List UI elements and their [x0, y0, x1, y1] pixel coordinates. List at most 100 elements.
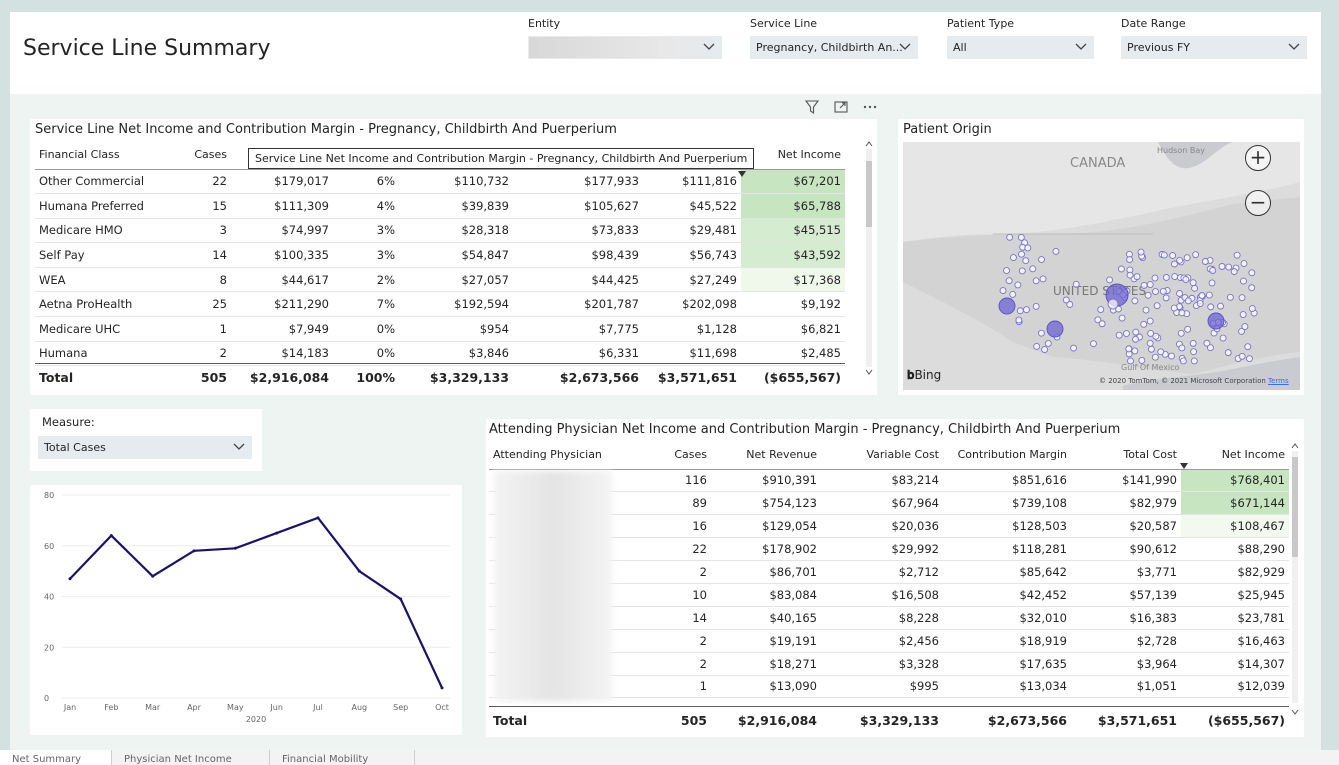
column-header[interactable]: Net Revenue [711, 441, 821, 470]
patient-bubble[interactable] [1024, 244, 1032, 252]
column-header[interactable]: Cases [185, 141, 231, 170]
patient-bubble[interactable] [1248, 269, 1256, 277]
patient-bubble[interactable] [1006, 233, 1014, 241]
table-row[interactable]: Self Pay 14 $100,335 3% $54,847 $98,439 $56,74… [35, 242, 845, 268]
patient-bubble[interactable] [1238, 294, 1246, 302]
patient-bubble[interactable] [1023, 306, 1030, 314]
table-row[interactable]: Medicare UHC 1 $7,949 0% $954 $7,775 $1,128 $6,… [35, 316, 845, 342]
patient-bubble[interactable] [1132, 335, 1139, 343]
table-scrollbar[interactable] [1292, 451, 1298, 703]
patient-bubble[interactable] [1179, 357, 1187, 365]
patient-bubble[interactable] [1133, 273, 1141, 281]
patient-bubble[interactable] [1178, 344, 1186, 352]
column-header[interactable]: Variable Cost [821, 441, 943, 470]
patient-bubble[interactable] [1152, 332, 1160, 340]
patient-bubble[interactable] [1226, 293, 1234, 301]
patient-bubble[interactable] [1046, 320, 1064, 338]
measure-dropdown[interactable]: Total Cases [38, 436, 252, 459]
table-row[interactable]: Humana Preferred 15 $111,309 4% $39,839 $105,… [35, 193, 845, 219]
terms-link[interactable]: Terms [1268, 377, 1289, 385]
patient-bubble[interactable] [1146, 281, 1154, 289]
patient-bubble[interactable] [1123, 330, 1130, 338]
data-point[interactable] [316, 516, 320, 520]
table-row[interactable]: 2 $18,271 $3,328 $17,635 $3,964 $14,307 [489, 652, 1289, 676]
patient-bubble[interactable] [1176, 290, 1183, 297]
patient-bubble[interactable] [1032, 277, 1040, 285]
patient-bubble[interactable] [1038, 256, 1045, 263]
patient-bubble[interactable] [1178, 309, 1186, 317]
patient-bubble[interactable] [1151, 274, 1159, 282]
series-line-total-cases[interactable] [69, 516, 443, 689]
patient-bubble[interactable] [1127, 357, 1134, 365]
patient-bubble[interactable] [1090, 340, 1097, 348]
table-row[interactable]: 16 $129,054 $20,036 $128,503 $20,587 $108,467 [489, 514, 1289, 539]
patient-bubble[interactable] [1201, 258, 1209, 265]
column-header[interactable]: Cases [615, 441, 711, 470]
patient-bubble[interactable] [1015, 316, 1023, 324]
patient-bubble[interactable] [1094, 316, 1102, 324]
patient-bubble[interactable] [1018, 267, 1026, 275]
patient-bubble[interactable] [1018, 250, 1025, 258]
patient-bubble[interactable] [1029, 265, 1037, 273]
data-point[interactable] [275, 531, 279, 535]
patient-bubble[interactable] [1032, 302, 1040, 310]
table-scrollbar[interactable] [866, 149, 872, 367]
data-point[interactable] [68, 577, 72, 581]
patient-bubble[interactable] [1098, 320, 1106, 328]
patient-bubble[interactable] [1205, 291, 1213, 299]
patient-bubble[interactable] [1241, 323, 1249, 331]
patient-bubble[interactable] [1217, 302, 1224, 310]
patient-bubble[interactable] [1153, 302, 1161, 310]
patient-bubble[interactable] [1203, 339, 1211, 347]
patient-bubble[interactable] [1151, 353, 1159, 361]
patient-bubble[interactable] [1190, 348, 1198, 356]
patient-bubble[interactable] [1142, 306, 1150, 314]
patient-bubble[interactable] [1115, 331, 1123, 339]
table-row[interactable]: 22 $178,902 $29,992 $118,281 $90,612 $88,290 [489, 537, 1289, 562]
tab-financial-mobility[interactable]: Financial Mobility [270, 750, 415, 765]
patient-bubble[interactable] [1171, 260, 1178, 268]
data-point[interactable] [440, 686, 444, 690]
sort-desc-icon[interactable] [738, 171, 746, 177]
patient-bubble[interactable] [1219, 334, 1227, 342]
patient-bubble[interactable] [1003, 267, 1010, 275]
patient-bubble[interactable] [1184, 297, 1192, 305]
patient-bubble[interactable] [1066, 300, 1074, 308]
patient-bubble[interactable] [1131, 297, 1139, 305]
patient-bubble[interactable] [1196, 300, 1204, 308]
scrollbar-thumb[interactable] [866, 161, 872, 227]
patient-bubble[interactable] [1162, 294, 1170, 302]
patient-bubble[interactable] [1208, 279, 1216, 287]
patient-bubble[interactable] [1160, 251, 1168, 259]
patient-bubble[interactable] [1168, 352, 1175, 360]
patient-type-dropdown[interactable]: All [947, 36, 1094, 59]
data-point[interactable] [233, 546, 237, 550]
column-header[interactable]: Attending Physician [489, 441, 615, 470]
patient-bubble[interactable] [1125, 345, 1133, 353]
tab-net-summary[interactable]: Net Summary [0, 750, 112, 765]
patient-bubble[interactable] [1062, 296, 1070, 304]
zoom-out-button[interactable]: − [1245, 190, 1271, 216]
patient-bubble[interactable] [1144, 291, 1152, 299]
column-header[interactable]: Total Cost [1071, 441, 1181, 470]
table-row[interactable]: Other Commercial 22 $179,017 6% $110,732 $177… [35, 169, 845, 195]
patient-bubble[interactable] [1169, 252, 1177, 259]
patient-bubble[interactable] [1190, 357, 1198, 365]
patient-bubble[interactable] [1117, 265, 1125, 273]
service-line-dropdown[interactable]: Pregnancy, Childbirth An... [750, 36, 918, 59]
patient-bubble[interactable] [1159, 287, 1167, 295]
patient-bubble[interactable] [1152, 288, 1159, 295]
patient-bubble[interactable] [1126, 256, 1134, 263]
table-row[interactable]: Humana 2 $14,183 0% $3,846 $6,331 $11,698 $2,48… [35, 341, 845, 367]
patient-bubble[interactable] [1157, 348, 1165, 356]
patient-bubble[interactable] [1009, 290, 1017, 298]
patient-bubble[interactable] [1107, 298, 1119, 310]
data-point[interactable] [399, 597, 403, 601]
patient-bubble[interactable] [1177, 329, 1185, 337]
data-point[interactable] [357, 569, 361, 573]
patient-bubble[interactable] [999, 287, 1007, 295]
patient-bubble[interactable] [1146, 317, 1154, 325]
zoom-in-button[interactable]: + [1245, 145, 1271, 171]
patient-bubble[interactable] [1238, 327, 1245, 335]
patient-bubble[interactable] [1246, 355, 1253, 363]
